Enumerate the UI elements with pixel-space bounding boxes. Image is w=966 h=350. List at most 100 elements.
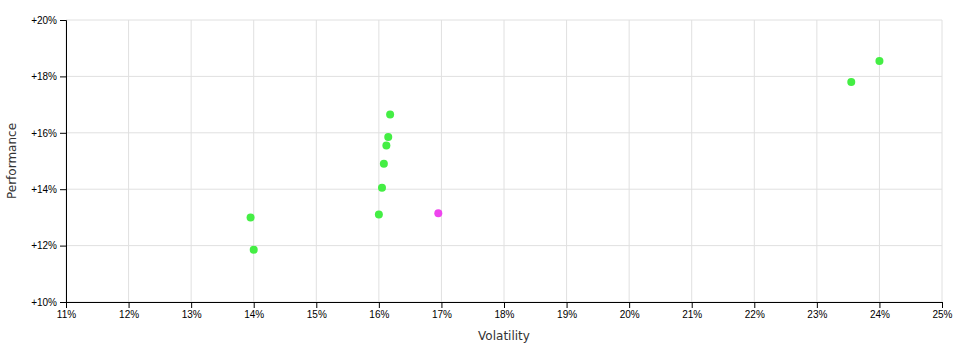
grid-line-x (816, 20, 817, 302)
point (380, 160, 388, 168)
grid-line-y (66, 245, 942, 246)
x-tick: 19% (557, 302, 577, 320)
grid-line-y (66, 132, 942, 133)
x-tick-mark (879, 302, 880, 308)
x-tick: 13% (182, 302, 202, 320)
x-tick: 23% (807, 302, 827, 320)
y-tick-mark (60, 20, 66, 21)
x-tick: 25% (932, 302, 952, 320)
grid-line-x (191, 20, 192, 302)
y-tick: +16% (31, 128, 66, 139)
grid-line-x (128, 20, 129, 302)
x-axis: 11% 12% 13% 14% 15% 16% 17% 18% 19% 20% 21% 22% 23% 2… (57, 302, 953, 320)
point (375, 211, 383, 219)
plot: 11% 12% 13% 14% 15% 16% 17% 18% 19% 20% 21% 22% 23% 2… (31, 15, 952, 320)
point (384, 133, 392, 141)
grid-line-x (629, 20, 630, 302)
x-tick-label: 18% (494, 309, 514, 320)
grid-line-x (253, 20, 254, 302)
x-tick-mark (567, 302, 568, 308)
x-tick-label: 17% (432, 309, 452, 320)
x-tick-mark (504, 302, 505, 308)
y-axis-line (60, 21, 67, 303)
grid-line-x (691, 20, 692, 302)
y-axis: +10% +12% +14% +16% +18% +20% (31, 15, 66, 308)
x-tick-mark (379, 302, 380, 308)
x-tick: 22% (745, 302, 765, 320)
y-tick-label: +14% (31, 184, 57, 195)
x-tick-label: 19% (557, 309, 577, 320)
grid-line-y (66, 76, 942, 77)
grid-line-x (566, 20, 567, 302)
x-tick: 21% (682, 302, 702, 320)
grid-line-x (754, 20, 755, 302)
x-tick: 18% (494, 302, 514, 320)
points (247, 57, 884, 254)
x-tick: 16% (369, 302, 389, 320)
point (382, 141, 390, 149)
grid-line-x (504, 20, 505, 302)
series (434, 209, 442, 217)
y-tick-mark (60, 246, 66, 247)
y-tick-label: +12% (31, 240, 57, 251)
x-tick-mark (316, 302, 317, 308)
y-tick-mark (60, 76, 66, 77)
x-tick-mark (129, 302, 130, 308)
x-tick-label: 21% (682, 309, 702, 320)
y-tick-label: +16% (31, 128, 57, 139)
grid (66, 20, 942, 302)
y-tick: +14% (31, 184, 66, 195)
x-tick-label: 24% (870, 309, 890, 320)
x-tick-label: 16% (369, 309, 389, 320)
y-axis-title: Performance (5, 123, 19, 199)
y-tick: +20% (31, 15, 66, 26)
grid-line-y (66, 189, 942, 190)
y-tick: +12% (31, 240, 66, 251)
grid-line-y (66, 20, 942, 21)
x-tick-label: 25% (932, 309, 952, 320)
y-tick-label: +10% (31, 297, 57, 308)
chart: 11% 12% 13% 14% 15% 16% 17% 18% 19% 20% 21% 22% 23% 2… (0, 0, 966, 350)
x-tick-mark (754, 302, 755, 308)
point (250, 246, 258, 254)
x-tick: 11% (57, 302, 76, 320)
x-tick-label: 15% (307, 309, 327, 320)
x-tick-mark (817, 302, 818, 308)
y-tick-label: +18% (31, 71, 57, 82)
y-tick-mark (60, 189, 66, 190)
point (378, 184, 386, 192)
x-tick-label: 13% (182, 309, 202, 320)
x-tick-label: 11% (57, 309, 76, 320)
x-tick-label: 23% (807, 309, 827, 320)
x-tick: 15% (307, 302, 327, 320)
x-tick-label: 20% (620, 309, 640, 320)
y-tick: +10% (31, 297, 66, 308)
x-tick: 12% (119, 302, 139, 320)
x-tick-mark (942, 302, 943, 308)
grid-line-x (942, 20, 943, 302)
x-tick: 20% (620, 302, 640, 320)
point (875, 57, 883, 65)
point (434, 209, 442, 217)
x-tick: 17% (432, 302, 452, 320)
x-tick-mark (629, 302, 630, 308)
grid-line-x (316, 20, 317, 302)
x-tick-mark (692, 302, 693, 308)
x-tick-mark (441, 302, 442, 308)
x-tick-mark (191, 302, 192, 308)
point (847, 78, 855, 86)
x-tick: 14% (244, 302, 264, 320)
point (386, 110, 394, 118)
x-tick-label: 22% (745, 309, 765, 320)
x-tick-label: 14% (244, 309, 264, 320)
x-axis-title: Volatility (478, 329, 530, 343)
grid-line-x (441, 20, 442, 302)
x-tick: 24% (870, 302, 890, 320)
point (247, 213, 255, 221)
x-axis-line (67, 303, 943, 309)
y-tick-mark (60, 133, 66, 134)
y-tick-label: +20% (31, 15, 57, 26)
grid-line-x (378, 20, 379, 302)
series (247, 57, 884, 254)
y-tick-mark (60, 302, 66, 303)
